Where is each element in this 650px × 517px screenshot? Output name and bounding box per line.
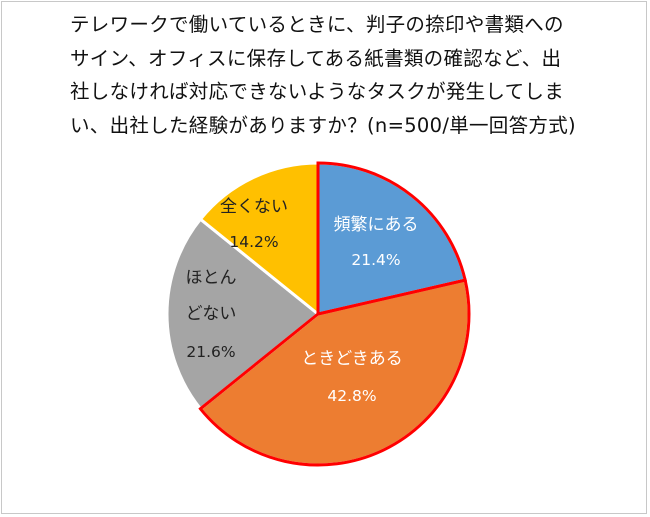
pie-label-2: ときどきある [301,349,403,369]
pie-slice-4 [198,161,320,316]
pie-value-1: 21.4% [351,251,400,269]
pie-label-1: 頻繁にある [334,215,419,235]
pie-slice-3 [165,217,320,411]
pie-value-3: 21.6% [186,343,235,361]
pie-value-2: 42.8% [327,387,376,405]
pie-slice-highlight-2 [198,278,471,467]
pie-label-4: 全くない [220,197,288,217]
chart-title: テレワークで働いているときに、判子の捺印や書類への サイン、オフィスに保存してあ… [70,8,590,142]
title-line-2: サイン、オフィスに保存してある紙書類の確認など、出 [70,46,562,70]
title-line-3: 社しなければ対応できないようなタスクが発生してしま [70,80,565,103]
pie-label-3-line-2: どない [186,304,237,324]
title-line-1: テレワークで働いているときに、判子の捺印や書類への [70,13,564,36]
pie-label-3-line-1: ほとん [186,268,237,288]
pie-value-4: 14.2% [229,233,278,251]
pie-slice-highlight-1 [316,161,467,316]
title-line-4: い、出社した経験がありますか？(n=500/単一回答方式) [70,113,576,137]
